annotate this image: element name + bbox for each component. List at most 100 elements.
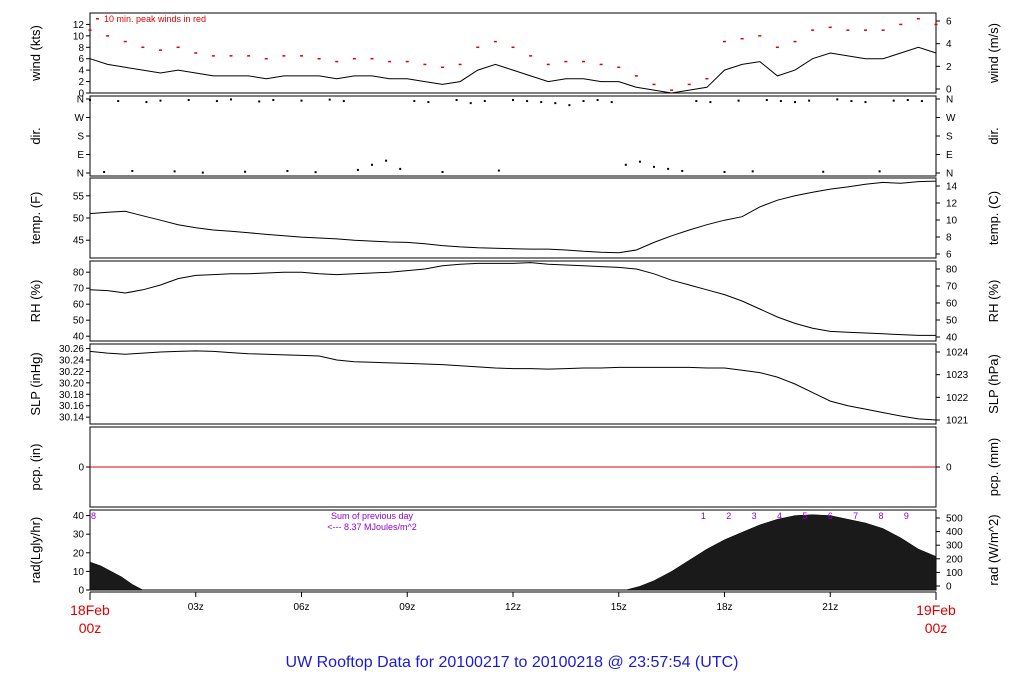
dir-point xyxy=(751,170,754,173)
left-tick-label: 30.20 xyxy=(59,378,84,389)
left-tick-label: 30.18 xyxy=(59,390,84,401)
dir-point xyxy=(187,99,190,102)
rad-hour-mark: 3 xyxy=(752,511,757,521)
peak-point xyxy=(582,60,585,63)
dir-point xyxy=(836,98,839,101)
x-end-label: 00z xyxy=(925,620,948,636)
peak-point xyxy=(141,46,145,49)
dir-point xyxy=(695,100,698,103)
dir-point xyxy=(230,98,232,101)
right-axis-label: wind (m/s) xyxy=(986,23,1001,84)
dir-point xyxy=(920,100,923,103)
dir-point xyxy=(89,99,91,102)
left-tick-label: E xyxy=(77,150,84,161)
legend-label: 10 min. peak winds in red xyxy=(104,14,206,24)
left-tick-label: 55 xyxy=(73,191,85,202)
right-axis-label: rad (W/m^2) xyxy=(986,514,1001,585)
peak-point xyxy=(88,29,92,31)
rad-hour-mark: 2 xyxy=(726,511,731,521)
peak-point xyxy=(828,26,832,29)
left-tick-label: 30 xyxy=(73,530,85,541)
dir-point xyxy=(117,100,120,103)
peak-point xyxy=(264,57,268,60)
right-tick-label: 50 xyxy=(946,316,958,327)
x-tick-label: 21z xyxy=(822,602,838,613)
dir-point xyxy=(342,100,345,103)
peak-point xyxy=(811,29,815,31)
panel-frame xyxy=(89,12,937,94)
peak-point xyxy=(758,35,762,37)
series-line-slp xyxy=(89,350,937,421)
peak-point xyxy=(282,55,286,57)
peak-point xyxy=(617,66,621,69)
peak-point xyxy=(599,63,603,66)
dir-point xyxy=(131,169,134,172)
peak-point xyxy=(511,46,515,49)
dir-point xyxy=(314,171,317,174)
x-tick-label: 12z xyxy=(505,602,521,613)
left-tick-label: 50 xyxy=(73,316,85,327)
dir-point xyxy=(244,170,247,173)
left-axis-label: SLP (inHg) xyxy=(28,352,43,415)
panel-frame xyxy=(89,343,937,425)
peak-point xyxy=(176,46,180,49)
rad-sum-line1: Sum of previous day xyxy=(331,511,414,521)
right-axis-label: temp. (C) xyxy=(986,191,1001,245)
dir-point xyxy=(653,165,655,168)
series-line-wind xyxy=(89,46,937,94)
right-tick-label: 0 xyxy=(946,85,952,96)
left-tick-label: 10 xyxy=(73,31,85,42)
peak-point xyxy=(388,60,392,63)
right-tick-label: 60 xyxy=(946,299,958,310)
dir-point xyxy=(709,101,712,104)
left-tick-label: W xyxy=(75,113,85,124)
left-tick-label: 30.16 xyxy=(59,401,84,412)
peak-point xyxy=(493,40,497,43)
rad-hour-mark: 1 xyxy=(701,511,706,521)
x-start-label: 18Feb xyxy=(70,602,110,618)
rad-hour-mark: 5 xyxy=(802,511,807,521)
peak-point xyxy=(564,60,568,63)
left-tick-label: 12 xyxy=(73,20,85,31)
peak-point xyxy=(705,77,709,80)
left-axis-label: RH (%) xyxy=(28,280,43,323)
dir-point xyxy=(413,100,416,103)
panel-frame xyxy=(89,260,937,342)
right-tick-label: 1021 xyxy=(946,416,969,427)
peak-point xyxy=(211,55,215,57)
right-tick-label: 1022 xyxy=(946,393,969,404)
left-tick-label: 0 xyxy=(78,463,84,474)
x-tick-label: 18z xyxy=(716,602,732,613)
peak-point xyxy=(793,40,797,43)
dir-point xyxy=(399,167,402,170)
panel-temp: 45 50 55 6 8 10 12 14 temp. (F) temp. (C) xyxy=(28,177,1001,261)
dir-point xyxy=(455,99,458,102)
rad-hour-mark: 6 xyxy=(828,511,833,521)
right-tick-label: 200 xyxy=(946,554,963,565)
dir-point xyxy=(371,163,373,166)
right-tick-label: 100 xyxy=(946,568,963,579)
right-tick-label: 500 xyxy=(946,514,963,525)
left-axis-label: pcp. (in) xyxy=(28,444,43,491)
peak-point xyxy=(846,29,850,31)
left-tick-label: 8 xyxy=(78,43,84,54)
right-tick-label: N xyxy=(946,169,953,180)
dir-point xyxy=(427,101,430,104)
right-tick-label: 10 xyxy=(946,216,958,227)
dir-point xyxy=(906,99,909,102)
dir-point xyxy=(215,100,218,103)
left-axis-label: dir. xyxy=(28,127,43,144)
right-tick-label: S xyxy=(946,132,953,143)
dir-point xyxy=(286,169,289,172)
left-tick-label: 70 xyxy=(73,284,85,295)
x-tick-label: 03z xyxy=(188,602,204,613)
right-axis-label: SLP (hPa) xyxy=(986,354,1001,414)
dir-point xyxy=(554,102,557,105)
dir-point xyxy=(258,100,261,103)
right-tick-label: 300 xyxy=(946,541,963,552)
peak-point xyxy=(458,63,462,66)
dir-point xyxy=(794,101,796,104)
legend-marker xyxy=(96,18,99,20)
